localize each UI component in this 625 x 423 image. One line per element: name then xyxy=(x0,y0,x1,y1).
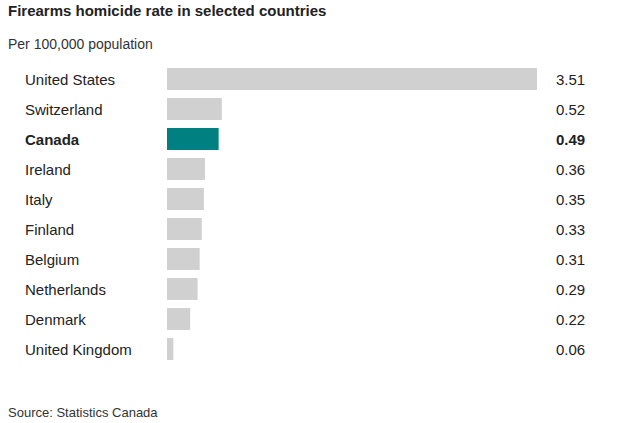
svg-text:United Kingdom: United Kingdom xyxy=(25,341,132,358)
svg-text:0.29: 0.29 xyxy=(556,281,585,298)
svg-text:Source: Statistics Canada: Source: Statistics Canada xyxy=(8,405,158,420)
svg-text:3.51: 3.51 xyxy=(556,71,585,88)
svg-text:0.31: 0.31 xyxy=(556,251,585,268)
svg-text:Italy: Italy xyxy=(25,191,53,208)
svg-text:0.36: 0.36 xyxy=(556,161,585,178)
svg-text:Per 100,000 population: Per 100,000 population xyxy=(8,36,153,52)
svg-text:0.52: 0.52 xyxy=(556,101,585,118)
svg-text:Denmark: Denmark xyxy=(25,311,86,328)
svg-text:0.33: 0.33 xyxy=(556,221,585,238)
svg-text:Canada: Canada xyxy=(25,131,80,148)
svg-text:Switzerland: Switzerland xyxy=(25,101,103,118)
svg-text:Netherlands: Netherlands xyxy=(25,281,106,298)
svg-text:Firearms homicide rate in sele: Firearms homicide rate in selected count… xyxy=(8,2,326,19)
svg-text:0.06: 0.06 xyxy=(556,341,585,358)
svg-text:0.35: 0.35 xyxy=(556,191,585,208)
svg-text:0.49: 0.49 xyxy=(556,131,585,148)
svg-text:Finland: Finland xyxy=(25,221,74,238)
svg-text:0.22: 0.22 xyxy=(556,311,585,328)
svg-text:Ireland: Ireland xyxy=(25,161,71,178)
svg-text:Belgium: Belgium xyxy=(25,251,79,268)
svg-text:United States: United States xyxy=(25,71,115,88)
